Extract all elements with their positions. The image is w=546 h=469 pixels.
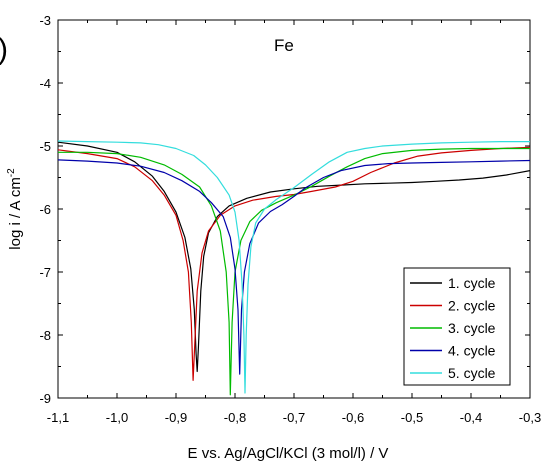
x-tick-label: -0,4 (460, 410, 482, 425)
series-layer (58, 140, 530, 396)
legend-label-cycle-2: 2. cycle (448, 298, 496, 314)
x-tick-label: -1,0 (106, 410, 128, 425)
legend-label-cycle-5: 5. cycle (448, 365, 496, 381)
x-tick-label: -0,3 (519, 410, 541, 425)
y-axis-title: log i / A cm-2 (6, 168, 24, 250)
x-axis-title: E vs. Ag/AgCl/KCl (3 mol/l) / V (188, 445, 389, 462)
x-tick-label: -0,5 (401, 410, 423, 425)
series-line-cycle-3 (58, 147, 530, 396)
y-tick-label: -5 (39, 139, 51, 154)
y-tick-label: -8 (39, 328, 51, 343)
y-axis-title-superscript: -2 (6, 168, 17, 177)
annotation-fe: Fe (274, 36, 294, 55)
y-tick-label: -4 (39, 76, 51, 91)
legend-label-cycle-1: 1. cycle (448, 275, 496, 291)
series-line-cycle-2 (58, 146, 530, 381)
x-tick-label: -1,1 (47, 410, 69, 425)
panel-label-fragment: ) (0, 33, 8, 66)
legend: 1. cycle 2. cycle 3. cycle 4. cycle 5. cycle (403, 267, 511, 386)
series-line-cycle-4 (58, 159, 530, 375)
y-axis-title-main: log i / A cm (7, 177, 24, 250)
x-tick-label: -0,6 (342, 410, 364, 425)
y-tick-label: -9 (39, 391, 51, 406)
x-tick-label: -0,7 (283, 410, 305, 425)
y-tick-label: -6 (39, 202, 51, 217)
x-tick-label: -0,9 (165, 410, 187, 425)
legend-label-cycle-4: 4. cycle (448, 343, 496, 359)
y-tick-label: -3 (39, 13, 51, 28)
y-axis-ticks: -3 -4 -5 -6 -7 -8 -9 (39, 13, 530, 406)
legend-label-cycle-3: 3. cycle (448, 320, 496, 336)
legend-box (403, 267, 511, 386)
x-axis-ticks: -1,1 -1,0 -0,9 -0,8 -0,7 -0,6 -0,5 -0,4 -0,3 (47, 20, 541, 425)
series-line-cycle-5 (58, 140, 530, 394)
y-tick-label: -7 (39, 265, 51, 280)
x-tick-label: -0,8 (224, 410, 246, 425)
